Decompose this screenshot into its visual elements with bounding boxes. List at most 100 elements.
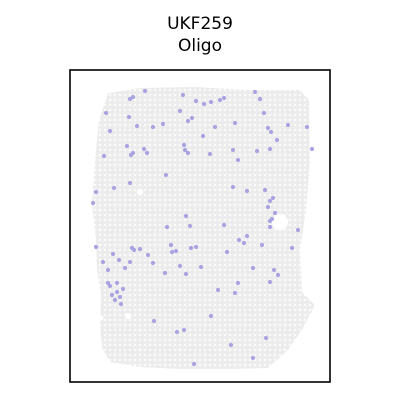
oligo-point — [107, 283, 113, 289]
oligo-point — [114, 280, 120, 286]
oligo-point — [304, 124, 310, 130]
oligo-point — [230, 147, 236, 153]
oligo-point — [250, 265, 256, 271]
oligo-point — [272, 210, 278, 216]
oligo-point — [182, 147, 188, 153]
oligo-point — [267, 146, 273, 152]
oligo-point — [212, 124, 218, 130]
oligo-point — [131, 247, 137, 253]
oligo-point — [162, 270, 168, 276]
oligo-point — [109, 292, 115, 298]
oligo-point — [271, 267, 277, 273]
oligo-point — [193, 98, 199, 104]
oligo-point — [235, 280, 241, 286]
oligo-point — [185, 118, 191, 124]
oligo-point — [221, 222, 227, 228]
tissue-background — [92, 87, 315, 369]
oligo-point — [265, 125, 271, 131]
oligo-point — [101, 153, 107, 159]
oligo-point — [103, 110, 109, 116]
oligo-point — [289, 245, 295, 251]
oligo-point — [263, 335, 269, 341]
oligo-point — [267, 279, 273, 285]
oligo-point — [187, 223, 193, 229]
oligo-point — [265, 204, 271, 210]
oligo-point — [221, 95, 227, 101]
oligo-point — [105, 280, 111, 286]
oligo-point — [142, 88, 148, 94]
oligo-point — [177, 263, 183, 269]
oligo-point — [128, 152, 134, 158]
oligo-point — [177, 108, 183, 114]
oligo-point — [241, 240, 247, 246]
oligo-point — [191, 361, 197, 367]
oligo-point — [168, 242, 174, 248]
oligo-point — [232, 120, 238, 126]
oligo-point — [259, 242, 265, 248]
plot-frame — [69, 69, 331, 383]
oligo-point — [183, 213, 189, 219]
oligo-point — [137, 246, 143, 252]
oligo-point — [228, 342, 234, 348]
oligo-point — [110, 251, 116, 257]
oligo-point — [189, 115, 195, 121]
oligo-point — [268, 129, 274, 135]
oligo-point — [90, 200, 96, 206]
oligo-point — [181, 327, 187, 333]
oligo-point — [267, 224, 273, 230]
oligo-point — [254, 148, 260, 154]
oligo-point — [141, 146, 147, 152]
oligo-point — [267, 198, 273, 204]
oligo-point — [122, 265, 128, 271]
oligo-point — [160, 121, 166, 127]
oligo-point — [224, 249, 230, 255]
oligo-point — [118, 301, 124, 307]
oligo-point — [180, 92, 186, 98]
oligo-point — [252, 89, 258, 95]
oligo-point — [261, 110, 267, 116]
oligo-point — [244, 233, 250, 239]
oligo-point — [188, 245, 194, 251]
oligo-point — [230, 184, 236, 190]
oligo-point — [112, 297, 118, 303]
oligo-point — [274, 137, 280, 143]
oligo-point — [93, 189, 99, 195]
oligo-point — [207, 151, 213, 157]
oligo-point — [164, 224, 170, 230]
oligo-points — [90, 88, 315, 367]
oligo-point — [150, 260, 156, 266]
oligo-point — [116, 257, 122, 263]
oligo-point — [244, 188, 250, 194]
oligo-point — [145, 252, 151, 258]
oligo-point — [236, 237, 242, 243]
oligo-point — [173, 248, 179, 254]
oligo-point — [208, 99, 214, 105]
oligo-point — [262, 187, 268, 193]
chart-subtitle: Oligo — [177, 36, 223, 56]
oligo-point — [232, 290, 238, 296]
oligo-point — [150, 124, 156, 130]
oligo-point — [169, 249, 175, 255]
oligo-point — [107, 128, 113, 134]
oligo-point — [181, 142, 187, 148]
oligo-point — [198, 264, 204, 270]
oligo-point — [127, 259, 133, 265]
oligo-point — [93, 244, 99, 250]
oligo-point — [111, 185, 117, 191]
oligo-point — [270, 195, 276, 201]
oligo-point — [163, 172, 169, 178]
oligo-point — [275, 272, 281, 278]
oligo-point — [144, 150, 150, 156]
oligo-point — [127, 96, 133, 102]
oligo-point — [151, 318, 157, 324]
oligo-point — [250, 355, 256, 361]
oligo-point — [193, 244, 199, 250]
oligo-point — [309, 146, 315, 152]
oligo-point — [105, 267, 111, 273]
oligo-point — [183, 271, 189, 277]
oligo-point — [208, 313, 214, 319]
oligo-point — [285, 122, 291, 128]
oligo-point — [120, 286, 126, 292]
oligo-point — [235, 157, 241, 163]
